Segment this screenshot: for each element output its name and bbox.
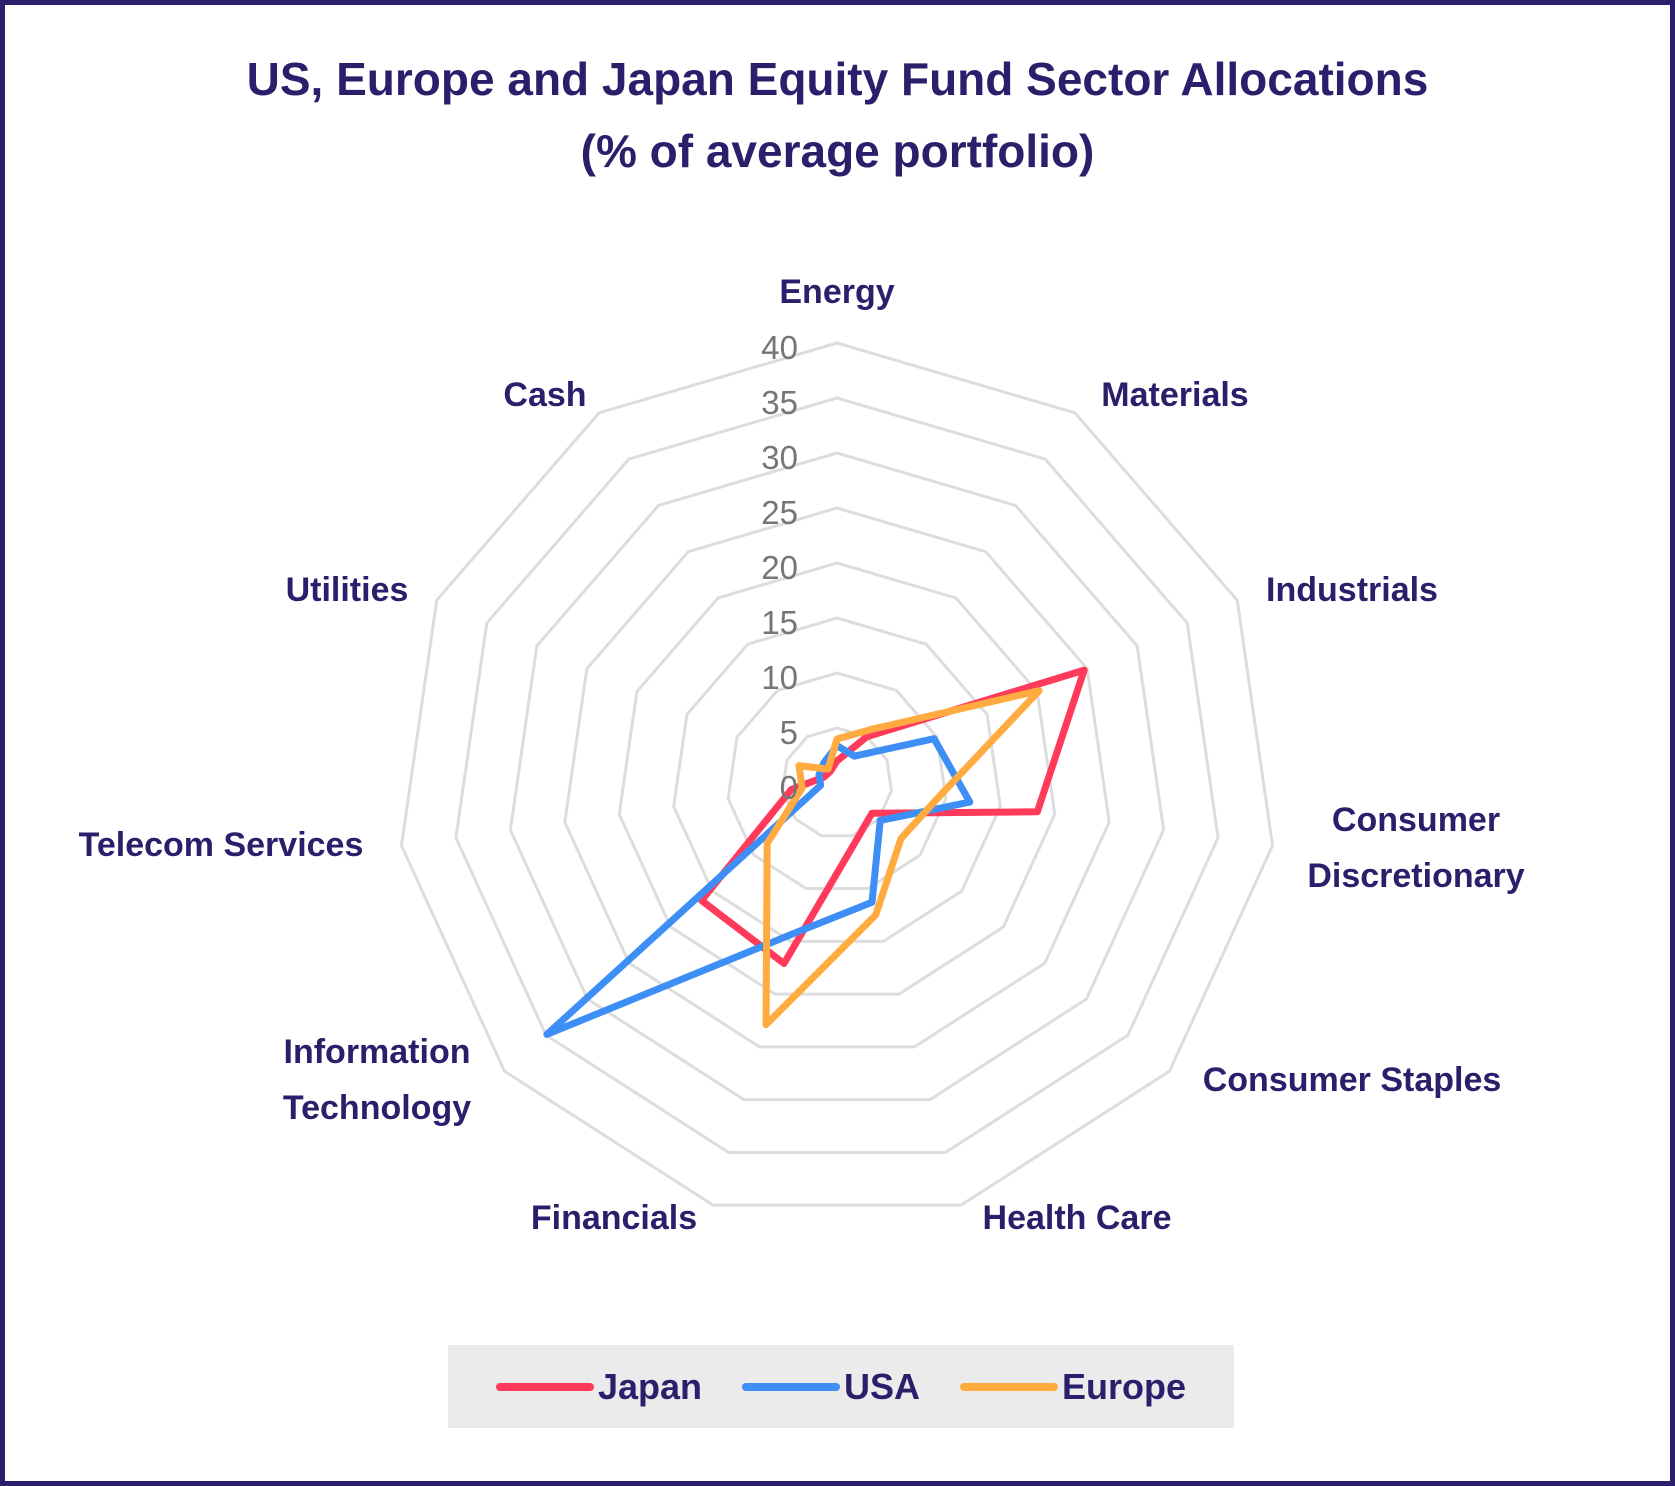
tick-label-10: 10	[761, 659, 798, 696]
grid-ring-35	[454, 396, 1220, 1154]
grid-ring-10	[726, 671, 948, 891]
tick-label-35: 35	[761, 384, 798, 421]
grid-ring-40	[399, 341, 1275, 1207]
series-japan[interactable]	[697, 666, 1088, 967]
grid-ring-5	[781, 726, 893, 838]
chart-title: US, Europe and Japan Equity Fund Sector …	[5, 43, 1670, 187]
tick-label-5: 5	[779, 714, 798, 751]
axis-label-telecom-services: Telecom Services	[78, 826, 364, 864]
grid-ring-20	[617, 561, 1057, 996]
tick-label-15: 15	[761, 604, 798, 641]
axis-label-financials: Financials	[530, 1199, 698, 1237]
legend-swatch-europe	[960, 1382, 1059, 1391]
legend-item-europe[interactable]: Europe	[960, 1366, 1186, 1408]
legend-item-japan[interactable]: Japan	[495, 1365, 702, 1408]
tick-label-25: 25	[761, 494, 798, 531]
legend-label-usa: USA	[844, 1365, 921, 1407]
radar-plot	[399, 341, 1275, 1207]
legend-swatch-japan	[495, 1382, 594, 1391]
axis-label-consumer-staples: Consumer Staples	[1202, 1061, 1502, 1099]
axis-label-utilities: Utilities	[285, 571, 409, 609]
series-usa[interactable]	[543, 735, 974, 1038]
axis-label-health-care: Health Care	[982, 1199, 1172, 1237]
axis-label-energy: Energy	[779, 273, 895, 311]
axis-label-information-technology: Information Technology	[282, 1033, 472, 1127]
legend-label-europe: Europe	[1062, 1365, 1187, 1407]
grid-ring-30	[508, 451, 1166, 1102]
grid-ring-25	[563, 506, 1111, 1049]
legend-label-japan: Japan	[597, 1365, 702, 1407]
chart-title-line1: US, Europe and Japan Equity Fund Sector …	[246, 53, 1429, 105]
tick-label-30: 30	[761, 439, 798, 476]
tick-label-40: 40	[761, 329, 798, 366]
axis-label-industrials: Industrials	[1266, 571, 1438, 609]
axis-label-cash: Cash	[503, 376, 587, 414]
chart-subtitle: (% of average portfolio)	[580, 125, 1095, 177]
tick-label-20: 20	[761, 549, 798, 586]
legend-swatch-usa	[742, 1382, 840, 1391]
legend-item-usa[interactable]: USA	[742, 1366, 920, 1408]
series-europe[interactable]	[762, 687, 1043, 1029]
axis-label-consumer-discretionary: Consumer Discretionary	[1307, 801, 1525, 895]
legend: Japan USA Europe	[448, 1345, 1234, 1428]
tick-label-0: 0	[779, 769, 798, 806]
axis-label-materials: Materials	[1101, 376, 1249, 414]
